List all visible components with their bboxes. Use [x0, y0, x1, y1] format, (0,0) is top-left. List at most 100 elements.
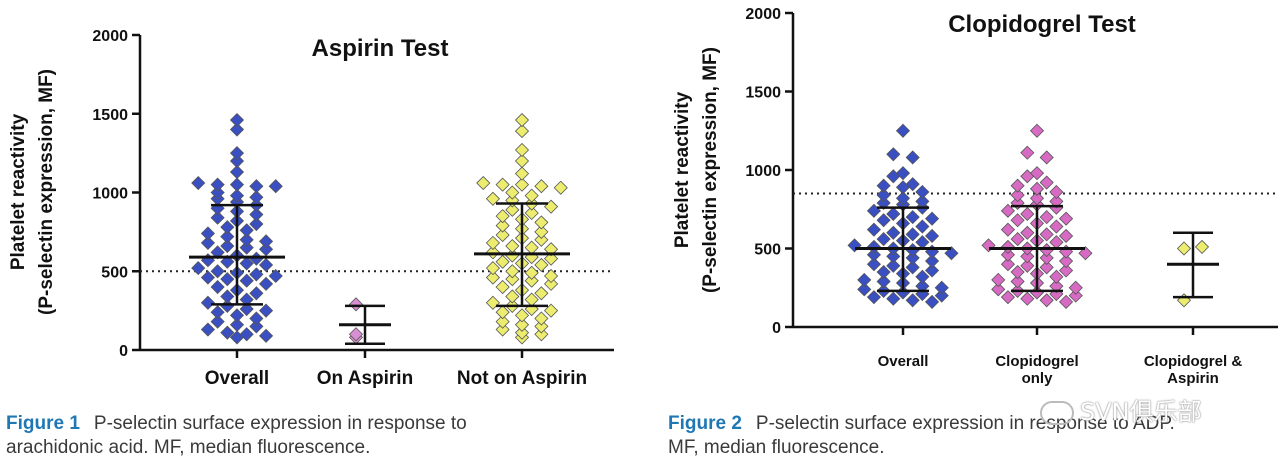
data-point — [905, 227, 920, 242]
data-point — [1020, 145, 1035, 160]
data-point — [485, 191, 501, 206]
x-tick-label: Clopidogrel & — [1144, 353, 1242, 370]
data-point — [249, 319, 264, 334]
data-point — [1000, 239, 1016, 254]
data-point — [505, 289, 520, 304]
y-axis-title-line2: (P-selectin expression, MF) — [36, 69, 57, 315]
data-point — [1000, 222, 1016, 237]
data-point — [924, 253, 940, 269]
data-point — [1029, 123, 1045, 138]
watermark: SVN俱乐部 — [1040, 392, 1202, 427]
data-point — [1010, 232, 1025, 247]
data-point — [514, 142, 530, 158]
figure1-caption: Figure 1 P-selectin surface expression in… — [6, 412, 467, 460]
figure1-text: P-selectin surface expression in respons… — [93, 413, 467, 434]
data-point — [524, 265, 539, 280]
data-point — [1049, 194, 1064, 209]
data-point — [866, 239, 882, 254]
y-tick-label: 1500 — [92, 107, 128, 124]
data-point — [1058, 294, 1074, 309]
data-point — [210, 279, 225, 295]
data-point — [1058, 211, 1074, 226]
data-point — [220, 229, 235, 244]
data-point — [505, 264, 520, 279]
data-point — [258, 234, 274, 249]
data-point — [485, 270, 501, 285]
data-point — [258, 276, 274, 291]
data-point — [249, 190, 264, 205]
x-tick-label-line2: only — [1022, 370, 1053, 387]
data-point — [220, 289, 235, 304]
y-tick-label: 2000 — [745, 6, 781, 23]
y-tick-label: 500 — [101, 264, 128, 281]
data-point — [239, 273, 254, 288]
category-3: Clopidogrel &Aspirin — [1144, 231, 1242, 387]
figure2-label: Figure 2 — [668, 413, 742, 434]
data-point — [886, 249, 901, 264]
data-point — [1029, 181, 1045, 196]
figure2-caption: Figure 2 P-selectin surface expression in… — [668, 412, 1175, 460]
figure1-text-line2: arachidonic acid. MF, median fluorescenc… — [6, 437, 371, 458]
data-point — [210, 185, 225, 200]
data-point — [229, 308, 245, 323]
category-1: Overall — [847, 123, 959, 370]
data-point — [268, 179, 283, 194]
data-point — [220, 272, 235, 287]
data-point — [495, 322, 510, 337]
data-point — [543, 199, 559, 214]
data-point — [1020, 225, 1035, 240]
data-point — [886, 147, 901, 162]
data-point — [1020, 291, 1035, 306]
chart-2: Clopidogrel Test Platelet reactivity (P-se… — [672, 6, 1278, 387]
data-point — [1049, 219, 1064, 234]
data-point — [514, 177, 530, 192]
data-point — [991, 282, 1006, 297]
chart-1: Aspirin Test Platelet reactivity (P-select… — [8, 28, 614, 389]
data-point — [534, 257, 549, 273]
data-point — [1039, 243, 1054, 258]
data-point — [495, 314, 510, 329]
figure1-label: Figure 1 — [6, 413, 80, 434]
data-point — [876, 232, 891, 247]
data-point — [534, 179, 549, 194]
data-point — [1039, 260, 1054, 275]
data-point — [934, 280, 949, 295]
y-tick-label: 0 — [772, 320, 781, 337]
data-point — [534, 327, 549, 342]
data-point — [514, 153, 530, 169]
data-point — [924, 294, 940, 309]
data-point — [258, 257, 274, 273]
data-point — [876, 178, 891, 193]
data-point — [249, 286, 264, 301]
data-point — [895, 191, 911, 206]
data-point — [229, 177, 245, 192]
data-point — [495, 279, 510, 295]
data-point — [524, 240, 539, 255]
data-point — [239, 256, 254, 271]
data-point — [934, 288, 949, 303]
data-point — [200, 295, 216, 310]
data-point — [1020, 206, 1035, 222]
data-point — [924, 263, 940, 278]
data-point — [915, 269, 930, 284]
data-point — [534, 232, 549, 247]
data-point — [485, 295, 501, 310]
data-point — [495, 254, 510, 269]
data-point — [249, 179, 264, 194]
data-point — [895, 123, 911, 138]
data-point — [239, 240, 254, 255]
data-point — [514, 325, 530, 340]
data-point — [1068, 280, 1083, 295]
x-tick-label: On Aspirin — [317, 368, 413, 389]
data-point — [543, 276, 559, 291]
data-point — [1049, 279, 1064, 294]
data-point — [1039, 175, 1054, 190]
category-3: Not on Aspirin — [457, 112, 587, 389]
data-point — [857, 282, 872, 297]
data-point — [249, 207, 264, 222]
data-point — [200, 235, 216, 250]
data-point — [348, 297, 364, 312]
data-point — [220, 254, 235, 269]
data-point — [876, 264, 891, 280]
